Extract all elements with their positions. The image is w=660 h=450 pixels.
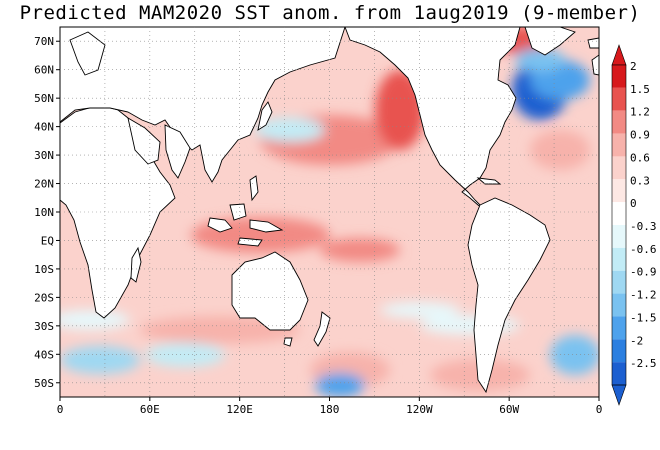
colorbar-segment [612, 202, 626, 225]
colorbar-label: -0.9 [630, 266, 657, 279]
colorbar-label: 0.3 [630, 174, 650, 187]
land-masses [60, 27, 599, 394]
colorbar [611, 44, 627, 406]
colorbar-label: -1.5 [630, 311, 657, 324]
lat-label: 10N [34, 206, 54, 219]
colorbar-top-arrow [611, 44, 627, 66]
colorbar-segment [612, 247, 626, 271]
colorbar-label: -0.6 [630, 243, 657, 256]
colorbar-segment [612, 293, 626, 317]
colorbar-label: -1.2 [630, 289, 657, 302]
colorbar-segment [612, 133, 626, 157]
lon-label: 120W [406, 403, 433, 416]
lon-label: 180 [320, 403, 340, 416]
lat-label: 50S [34, 377, 54, 390]
colorbar-labels: 2 1.5 1.2 0.9 0.6 0.3 0 -0.3 -0.6 -0.9 -1.2 -1.5 -2 -… [630, 60, 657, 370]
lat-label: 20S [34, 291, 54, 304]
colorbar-segment [612, 87, 626, 111]
lat-label: 30N [34, 149, 54, 162]
lon-label: 0 [57, 403, 64, 416]
sst-anomaly-field [60, 27, 599, 397]
lat-label: 20N [34, 178, 54, 191]
colorbar-label: -2 [630, 334, 643, 347]
lat-label: 60N [34, 64, 54, 77]
colorbar-label: -0.3 [630, 220, 657, 233]
colorbar-frame [611, 64, 627, 386]
lat-label: 70N [34, 35, 54, 48]
eurasia-landmass [60, 27, 346, 183]
lat-label: 10S [34, 263, 54, 276]
lat-label: 40S [34, 348, 54, 361]
colorbar-segment [612, 362, 626, 385]
colorbar-label: -2.5 [630, 357, 657, 370]
colorbar-segment [612, 270, 626, 294]
colorbar-label: 0 [630, 197, 637, 210]
colorbar-label: 0.9 [630, 129, 650, 142]
lat-label: 30S [34, 320, 54, 333]
lon-label: 60E [140, 403, 160, 416]
lon-label: 120E [226, 403, 253, 416]
colorbar-bottom-arrow [611, 384, 627, 406]
lon-label: 0 [596, 403, 603, 416]
colorbar-label: 1.5 [630, 83, 650, 96]
colorbar-segment [612, 156, 626, 180]
colorbar-segment [612, 225, 626, 248]
lat-label: 40N [34, 121, 54, 134]
graticule [56, 27, 600, 401]
colorbar-label: 0.6 [630, 151, 650, 164]
lat-label: 50N [34, 92, 54, 105]
colorbar-segment [612, 65, 626, 88]
colorbar-label: 2 [630, 60, 637, 73]
figure-title: Predicted MAM2020 SST anom. from 1aug201… [19, 2, 641, 24]
colorbar-segment [612, 110, 626, 134]
colorbar-segment [612, 179, 626, 203]
colorbar-segment [612, 316, 626, 340]
longitude-labels: 0 60E 120E 180 120W 60W 0 [57, 403, 603, 416]
colorbar-segment [612, 339, 626, 363]
latitude-labels: 70N 60N 50N 40N 30N 20N 10N EQ 10S 20S 30S 40S 50S [34, 35, 54, 390]
lon-label: 60W [499, 403, 519, 416]
colorbar-label: 1.2 [630, 106, 650, 119]
australia-landmass [231, 251, 309, 331]
lat-label: EQ [41, 234, 54, 247]
